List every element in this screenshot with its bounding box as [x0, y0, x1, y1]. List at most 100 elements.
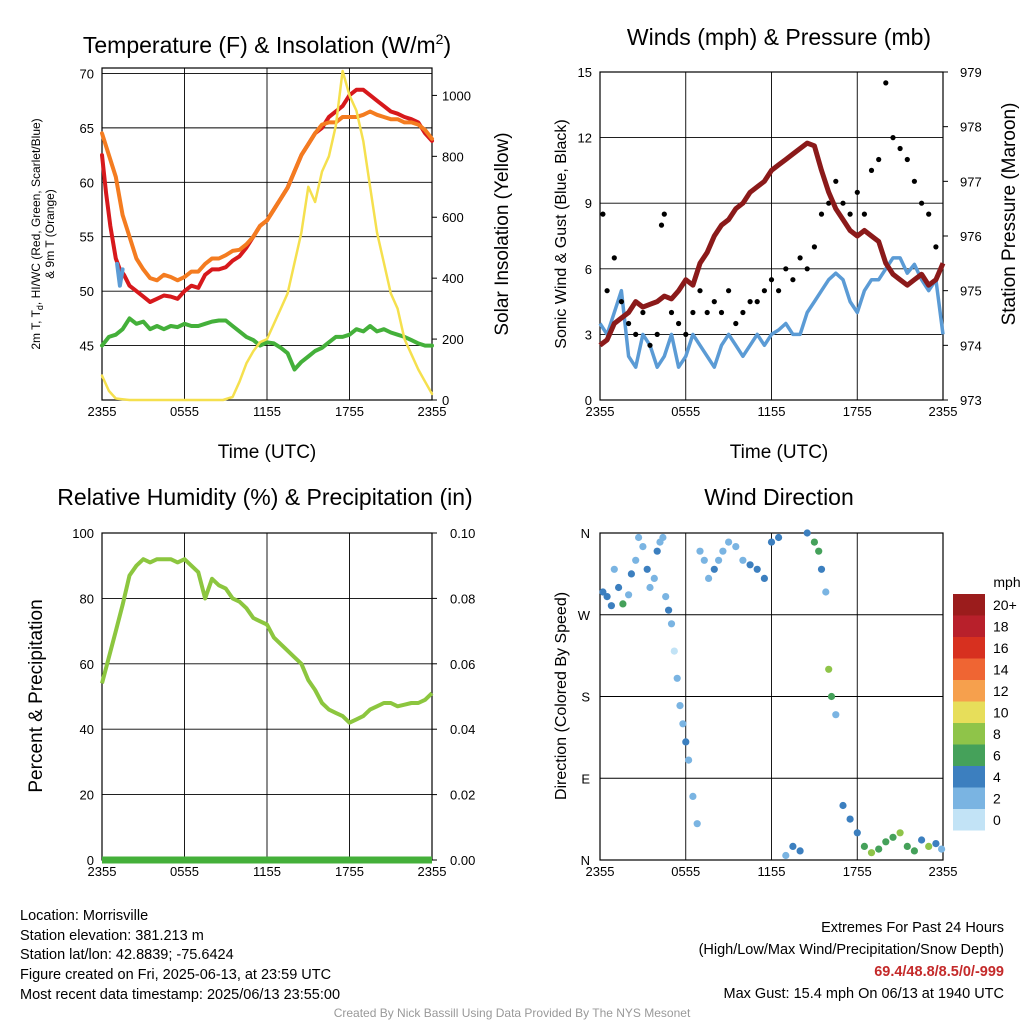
gust-point	[740, 309, 746, 316]
x-tick-label: 1755	[843, 864, 872, 879]
gust-point	[604, 288, 610, 294]
direction-point	[822, 588, 830, 596]
legend-label: 4	[993, 769, 1001, 785]
gust-point	[776, 288, 782, 294]
y-tick-label-right: 979	[960, 65, 982, 80]
humidity-line	[100, 557, 434, 725]
chart-title: Relative Humidity (%) & Precipitation (i…	[57, 484, 472, 510]
x-tick-label: 2355	[418, 404, 447, 419]
plot-frame	[101, 67, 433, 401]
gust-point	[704, 309, 710, 316]
gust-point	[690, 309, 696, 316]
direction-point	[882, 838, 890, 846]
gust-point	[897, 145, 903, 152]
y-tick-label: S	[581, 690, 590, 705]
direction-point	[619, 600, 627, 608]
y-tick-label-left: 3	[585, 327, 592, 342]
x-axis-label: Time (UTC)	[730, 442, 829, 463]
gust-point	[668, 309, 675, 316]
gust-point	[911, 178, 918, 184]
direction-point	[938, 845, 946, 853]
direction-point	[832, 711, 840, 719]
extremes-values: 69.4/48.8/8.5/0/-999	[874, 964, 1004, 980]
direction-point	[625, 591, 633, 599]
x-tick-label: 2355	[929, 404, 958, 419]
direction-point	[725, 538, 733, 546]
direction-point	[689, 792, 697, 801]
gust-point	[833, 178, 839, 184]
direction-point	[746, 561, 754, 569]
max-gust-text: Max Gust: 15.4 mph On 06/13 at 1940 UTC	[723, 986, 1004, 1002]
direction-point	[693, 820, 701, 828]
y-axis-label-left-line2: & 9m T (Orange)	[43, 189, 57, 279]
x-tick-label: 0555	[170, 864, 199, 879]
gust-point	[640, 309, 646, 316]
direction-point	[700, 556, 708, 564]
speed-legend: mph 20+ 18 16 14 12 10 8 6 4 2 0	[953, 574, 1021, 831]
series-line-4	[115, 261, 125, 288]
y-tick-label-left: 12	[578, 131, 592, 146]
legend-swatch	[953, 787, 985, 809]
y-tick-label-left: 20	[80, 788, 94, 803]
y-tick-label-right: 0.08	[450, 591, 475, 606]
direction-point	[918, 836, 926, 844]
x-tick-label: 1755	[335, 864, 364, 879]
series-line-5	[100, 69, 434, 402]
x-tick-label: 1155	[253, 864, 281, 879]
location-text: Location: Morrisville	[20, 908, 149, 924]
y-tick-label-right: 0.06	[450, 657, 475, 672]
chart-title: Temperature (F) & Insolation (W/m2)	[83, 31, 451, 58]
legend-label: 20+	[993, 597, 1017, 613]
y-tick-label-left: 40	[80, 722, 94, 737]
y-tick-label-left: 65	[80, 121, 94, 136]
y-axis-label-left: 2m T, Td, HI/WC (Red, Green, Scarlet/Blu…	[29, 118, 45, 349]
y-tick-label-right: 1000	[442, 88, 471, 103]
y-tick-label-right: 600	[442, 210, 464, 225]
direction-point	[896, 829, 904, 837]
pressure-line	[598, 140, 946, 348]
legend-swatch	[953, 723, 985, 745]
gust-point	[618, 299, 625, 305]
x-tick-label: 2355	[418, 864, 447, 879]
direction-point	[599, 588, 607, 596]
legend-swatch	[953, 809, 985, 831]
direction-point	[639, 543, 647, 551]
y-tick-label-right: 976	[960, 229, 982, 244]
x-tick-label: 2355	[88, 404, 117, 419]
gust-point	[919, 200, 925, 206]
legend-label: 0	[993, 812, 1001, 828]
direction-point	[732, 543, 740, 551]
direction-point	[760, 574, 769, 583]
direction-point	[827, 692, 836, 701]
gust-point	[718, 309, 725, 316]
direction-point	[635, 533, 643, 542]
gust-point	[847, 211, 853, 217]
direction-point	[676, 702, 684, 710]
gust-point	[804, 266, 810, 272]
y-tick-label-right: 978	[960, 120, 982, 135]
legend-swatch	[953, 594, 985, 616]
direction-point	[739, 556, 747, 564]
direction-point	[825, 665, 833, 673]
direction-point	[903, 842, 911, 851]
gust-point	[811, 244, 818, 250]
direction-point	[867, 849, 876, 857]
gust-point	[733, 320, 739, 327]
gust-point	[697, 288, 703, 294]
y-axis-label-left: Percent & Precipitation	[26, 599, 47, 792]
gust-point	[611, 255, 617, 261]
direction-point	[696, 547, 704, 555]
gust-point	[600, 211, 606, 217]
legend-title: mph	[993, 574, 1020, 590]
x-tick-label: 1155	[758, 404, 786, 419]
direction-point	[719, 547, 727, 555]
gust-point	[726, 288, 732, 294]
direction-point	[910, 847, 919, 855]
y-tick-label-left: 100	[72, 526, 94, 541]
direction-point	[925, 842, 933, 851]
gust-point	[661, 211, 667, 217]
y-tick-label-right: 0.10	[450, 526, 475, 541]
direction-point	[782, 851, 790, 860]
